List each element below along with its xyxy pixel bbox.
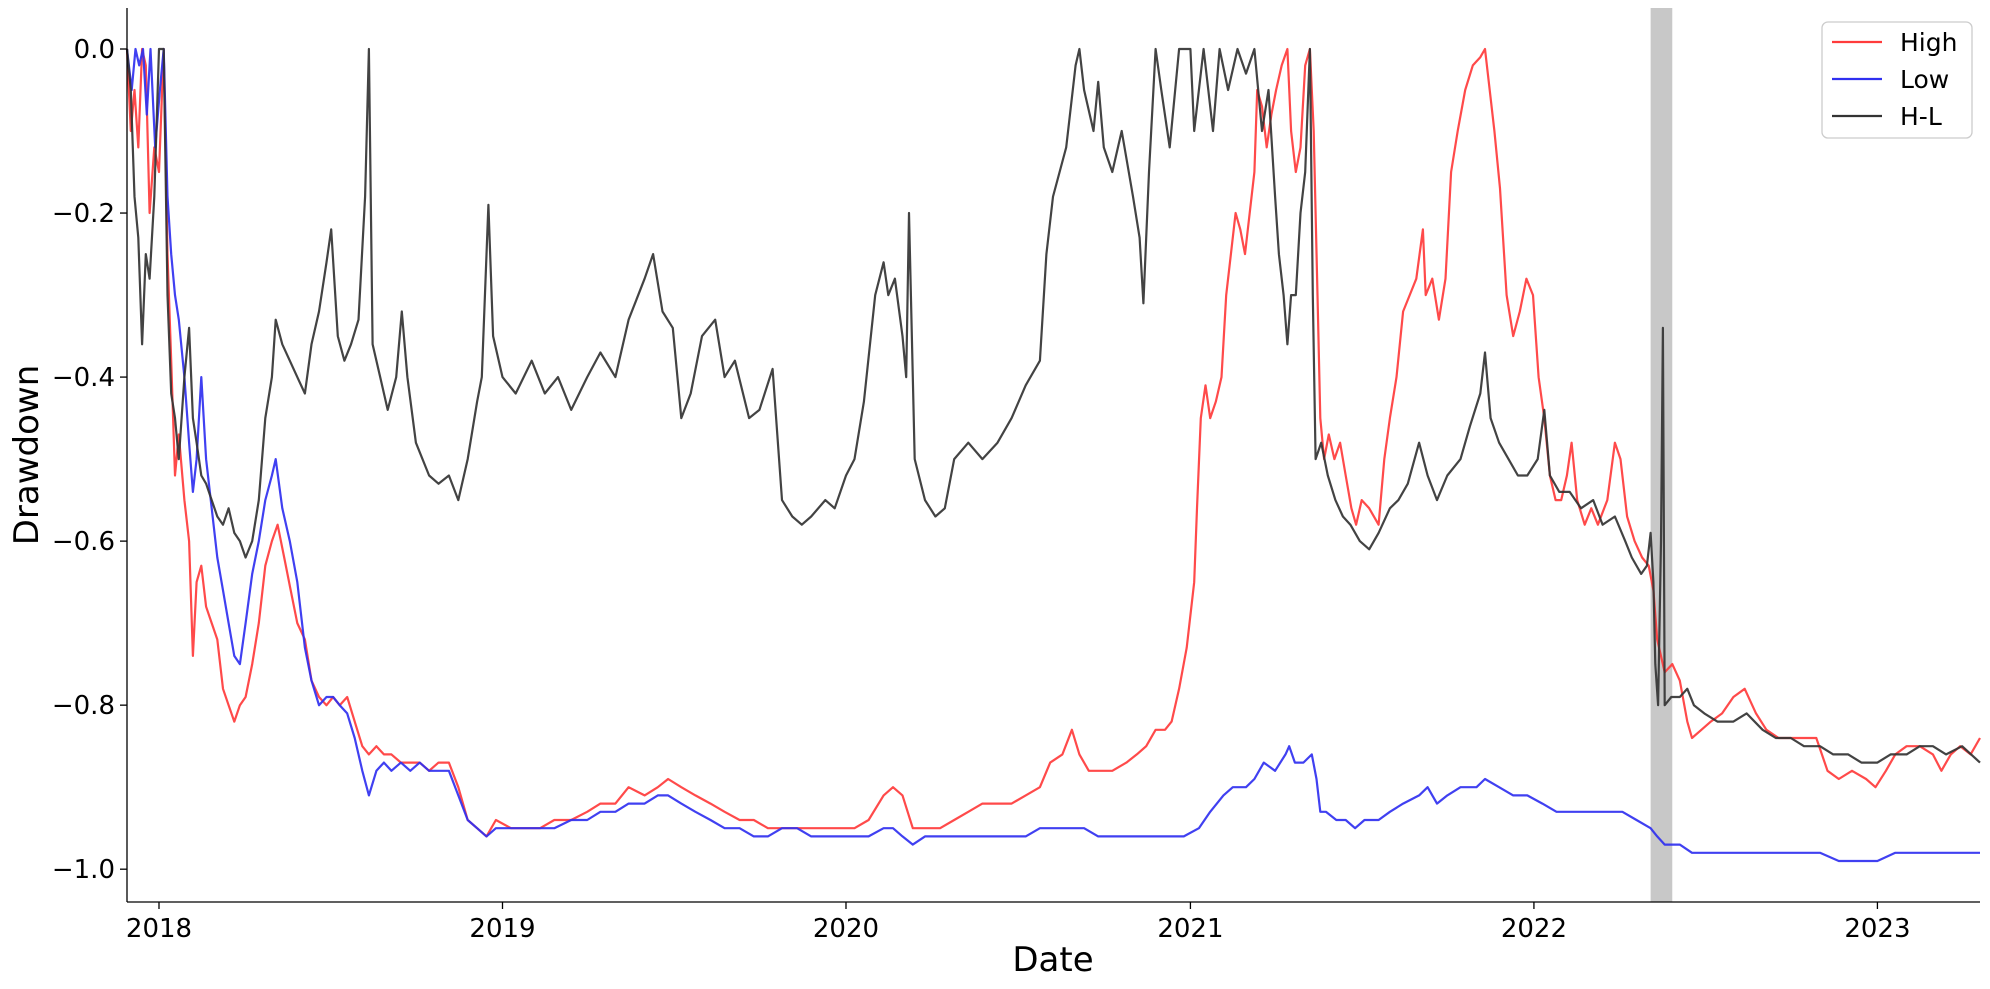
x-tick-label: 2020: [813, 914, 879, 944]
series-layer: [125, 47, 1981, 863]
x-tick-label: 2023: [1844, 914, 1910, 944]
legend-label: Low: [1900, 65, 1949, 94]
x-ticks: 2018 2019 2020 2021 2022 2023: [126, 902, 1911, 944]
legend-label: High: [1900, 28, 1957, 57]
legend-frame: [1821, 21, 1973, 139]
x-tick-label: 2022: [1501, 914, 1567, 944]
y-axis-title: Drawdown: [7, 365, 47, 546]
y-ticks: 0.0 −0.2 −0.4 −0.6 −0.8 −1.0: [52, 35, 127, 885]
legend: High Low H-L: [1821, 21, 1973, 139]
series-line-low: [125, 47, 1980, 863]
series-line-high: [125, 47, 1981, 838]
axes-layer: [126, 8, 1980, 903]
x-tick-label: 2019: [469, 914, 535, 944]
y-tick-label: −0.8: [52, 691, 115, 721]
x-axis-title: Date: [1012, 940, 1093, 980]
series-line-h-l: [125, 47, 1981, 764]
legend-label: H-L: [1900, 102, 1942, 131]
y-tick-label: −0.6: [52, 527, 115, 557]
y-tick-label: 0.0: [74, 35, 115, 65]
x-tick-label: 2021: [1157, 914, 1223, 944]
y-tick-label: −1.0: [52, 855, 115, 885]
y-tick-label: −0.4: [52, 363, 115, 393]
y-tick-label: −0.2: [52, 199, 115, 229]
x-tick-label: 2018: [126, 914, 192, 944]
